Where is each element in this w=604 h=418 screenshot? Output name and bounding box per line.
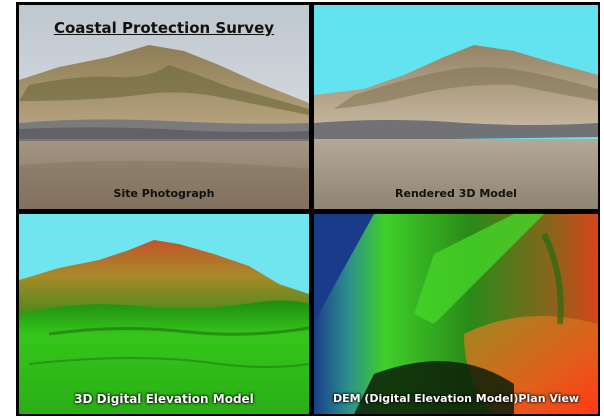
3d-dem-panel: 3D Digital Elevation Model (19, 214, 309, 414)
site-photograph-image (19, 5, 309, 209)
dem-plan-view-caption: DEM (Digital Elevation Model)Plan View (332, 392, 580, 405)
figure-grid: Coastal Protection Survey Site Photograp… (16, 2, 600, 416)
dem-plan-view-panel: DEM (Digital Elevation Model)Plan View (314, 214, 598, 414)
rendered-3d-model-panel: Rendered 3D Model (314, 5, 598, 209)
3d-dem-image (19, 214, 309, 414)
site-photograph-caption: Site Photograph (113, 187, 215, 200)
rendered-3d-model-image (314, 5, 598, 209)
site-photograph-panel: Coastal Protection Survey Site Photograp… (19, 5, 309, 209)
3d-dem-caption: 3D Digital Elevation Model (74, 392, 254, 406)
dem-plan-view-image (314, 214, 598, 414)
rendered-3d-model-caption: Rendered 3D Model (395, 187, 517, 200)
survey-title: Coastal Protection Survey (53, 19, 275, 37)
